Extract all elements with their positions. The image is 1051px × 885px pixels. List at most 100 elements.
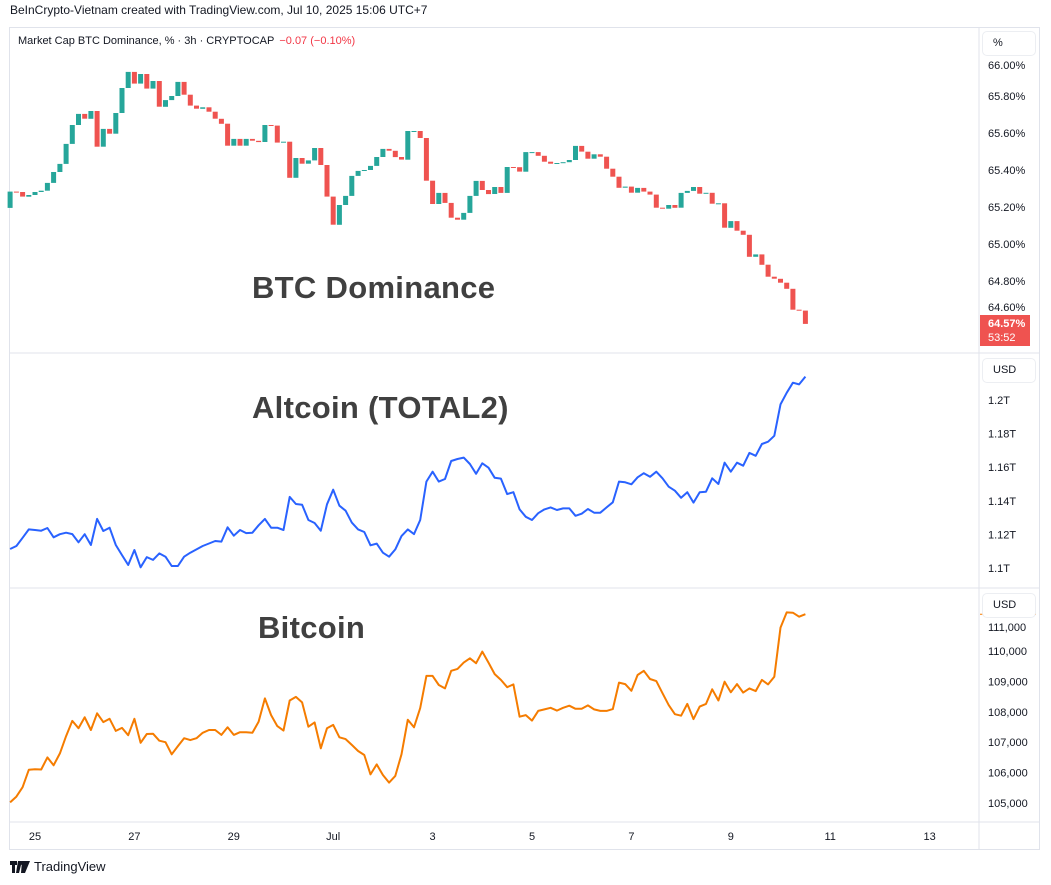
candle — [32, 192, 38, 195]
candle — [554, 163, 560, 164]
candle — [336, 205, 342, 225]
candle — [187, 94, 193, 106]
candle — [380, 148, 386, 157]
candle — [293, 158, 299, 178]
bitcoin-line — [9, 611, 806, 804]
candle — [243, 138, 249, 146]
y-tick-label: 1.1T — [988, 563, 1010, 575]
candle — [628, 186, 634, 193]
candle — [423, 138, 429, 181]
candle — [753, 254, 759, 257]
candle — [368, 165, 373, 170]
candle — [26, 195, 32, 197]
candle — [119, 88, 125, 113]
candle — [504, 167, 510, 193]
candle — [510, 167, 516, 168]
candle — [473, 180, 479, 196]
y-tick-label: 66.00% — [988, 60, 1026, 72]
y-tick-label: 65.20% — [988, 202, 1026, 214]
pane-dividers — [10, 28, 1039, 849]
candle — [349, 175, 355, 196]
candle — [318, 148, 324, 165]
candle — [225, 123, 231, 146]
candle — [181, 81, 187, 95]
candle — [386, 148, 392, 151]
x-tick-label: 5 — [529, 831, 535, 843]
y-tick-label: 64.60% — [988, 302, 1026, 314]
y-tick-label: 65.00% — [988, 239, 1026, 251]
candle — [107, 128, 113, 134]
candle — [138, 74, 144, 84]
y-tick-label: 107,000 — [988, 737, 1028, 749]
candle — [616, 176, 622, 188]
candle — [486, 190, 491, 195]
y-tick-label: 110,000 — [988, 646, 1027, 658]
candle — [82, 113, 88, 119]
candle — [44, 182, 50, 191]
candle — [57, 163, 63, 172]
series-legend[interactable]: Market Cap BTC Dominance, % · 3h · CRYPT… — [12, 33, 362, 49]
candle — [63, 143, 69, 164]
candle — [324, 165, 330, 197]
y-tick-label: 64.80% — [988, 276, 1026, 288]
candle — [150, 81, 156, 89]
bitcoin-pane[interactable] — [9, 611, 806, 804]
candle — [156, 81, 162, 107]
y-tick-label: 105,000 — [988, 798, 1028, 810]
candle — [361, 170, 367, 171]
candle — [746, 234, 752, 257]
candle — [305, 160, 311, 164]
candle — [715, 203, 721, 205]
price-axis[interactable]: 66.00% 65.80% 65.60% 65.40% 65.20% 65.00% 64.8… — [980, 60, 1036, 810]
percent-scale-button[interactable]: % — [982, 31, 1036, 56]
y-tick-label: 1.16T — [988, 462, 1016, 474]
candle — [647, 191, 653, 195]
candle — [660, 207, 665, 209]
candle — [778, 278, 783, 283]
candle — [13, 191, 19, 193]
candle — [479, 180, 485, 190]
btc-dominance-pane[interactable] — [7, 71, 808, 324]
x-tick-label: 7 — [628, 831, 634, 843]
candle — [740, 230, 746, 235]
candle — [541, 155, 547, 162]
candle — [765, 264, 771, 277]
footer-brand[interactable]: TradingView — [10, 859, 106, 874]
candle — [709, 192, 715, 204]
candle — [125, 71, 131, 88]
chart-frame — [9, 27, 1040, 850]
candle — [218, 118, 224, 124]
candle — [597, 154, 603, 157]
last-price-value: 64.57% — [988, 318, 1026, 330]
legend-change: −0.07 (−0.10%) — [279, 35, 356, 47]
y-tick-label: 1.2T — [988, 395, 1010, 407]
candle — [88, 111, 94, 119]
bitcoin-usd-scale-button[interactable]: USD — [982, 593, 1036, 618]
candle — [312, 148, 318, 161]
candle — [212, 111, 218, 119]
y-tick-label: 106,000 — [988, 768, 1028, 780]
candle — [299, 158, 305, 164]
candle — [7, 191, 13, 208]
candle — [622, 186, 628, 188]
altcoin-usd-scale-button[interactable]: USD — [982, 358, 1036, 383]
tradingview-logo-icon — [10, 860, 30, 873]
time-axis[interactable]: 25 27 29 Jul 3 5 7 9 11 13 — [29, 831, 936, 843]
candle — [131, 71, 137, 84]
altcoin-line — [9, 375, 807, 569]
candle — [355, 170, 361, 176]
candle — [405, 131, 411, 160]
candle — [666, 205, 672, 209]
candle — [523, 152, 529, 172]
altcoin-pane[interactable] — [9, 375, 807, 569]
bitcoin-label: Bitcoin — [258, 610, 366, 645]
candle — [678, 192, 684, 208]
x-tick-label: 9 — [728, 831, 734, 843]
x-tick-label: 3 — [430, 831, 436, 843]
x-tick-label: 25 — [29, 831, 41, 843]
candle — [455, 217, 460, 220]
candle — [492, 187, 498, 194]
candle — [728, 221, 734, 228]
candle — [274, 125, 280, 143]
